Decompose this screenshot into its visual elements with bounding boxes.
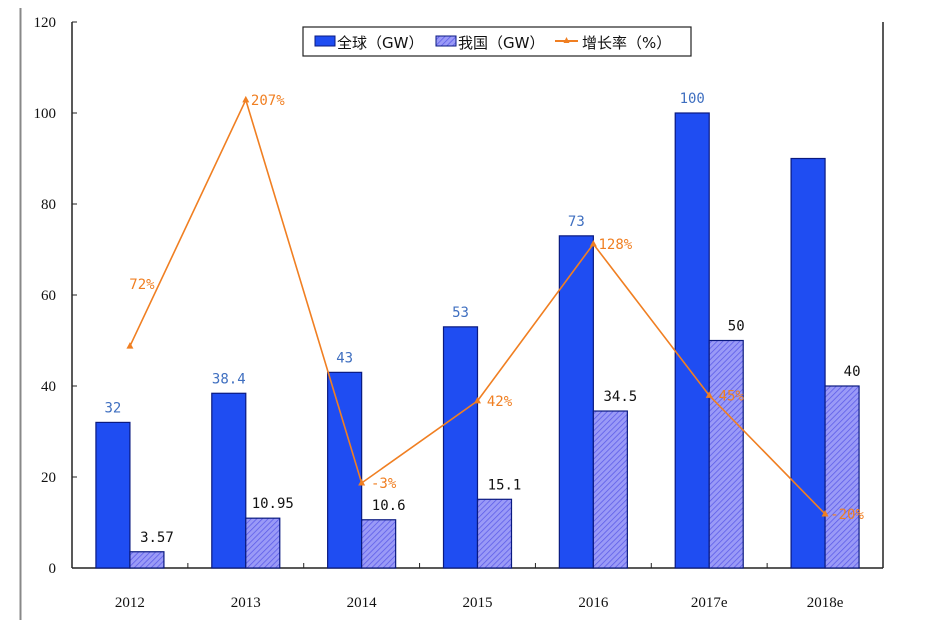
growth-marker — [358, 478, 366, 486]
data-label-global: 43 — [336, 350, 353, 366]
legend-label-growth: 增长率（%） — [582, 34, 671, 52]
data-label-global: 100 — [680, 91, 705, 107]
y-tick-label: 120 — [34, 15, 57, 31]
data-label-growth: 207% — [251, 93, 285, 109]
data-label-china: 34.5 — [603, 389, 637, 405]
legend-swatch-china — [435, 35, 457, 47]
x-tick-label: 2016 — [578, 595, 609, 611]
y-tick-label: 80 — [41, 197, 56, 213]
x-tick-label: 2013 — [231, 595, 261, 611]
data-label-china: 50 — [728, 319, 745, 335]
bar-global — [558, 235, 594, 569]
legend-box — [302, 26, 692, 57]
growth-marker — [705, 391, 713, 398]
bar-china — [361, 519, 397, 569]
data-label-china: 10.95 — [252, 496, 294, 512]
x-tick-label: 2012 — [115, 595, 145, 611]
data-label-global: 73 — [568, 214, 585, 230]
growth-marker — [126, 342, 134, 349]
legend-label-global: 全球（GW） — [337, 34, 423, 52]
data-label-growth: 45% — [719, 388, 745, 404]
bar-china — [592, 410, 628, 569]
x-tick-label: 2014 — [347, 595, 378, 611]
bar-global — [442, 326, 479, 569]
bar-china — [824, 385, 860, 569]
bar-global — [327, 371, 363, 569]
y-tick-label: 20 — [41, 470, 56, 486]
data-label-global: 38.4 — [212, 371, 246, 387]
legend-marker-growth — [563, 37, 570, 43]
growth-marker — [242, 95, 250, 103]
data-label-growth: -20% — [830, 507, 864, 523]
data-label-china: 15.1 — [488, 477, 522, 493]
y-tick-label: 0 — [49, 561, 57, 577]
x-tick-label: 2015 — [463, 595, 493, 611]
y-tick-label: 100 — [34, 106, 57, 122]
bar-global — [674, 112, 710, 569]
data-label-growth: 72% — [129, 277, 155, 293]
bar-china — [708, 339, 744, 569]
data-label-global: 32 — [104, 400, 121, 416]
data-label-china: 40 — [844, 364, 861, 380]
data-label-global: 53 — [452, 305, 469, 321]
bar-global — [211, 392, 247, 569]
data-label-china: 10.6 — [372, 498, 406, 514]
x-tick-label: 2018e — [807, 595, 844, 611]
bar-china — [129, 551, 165, 569]
y-tick-label: 60 — [41, 288, 56, 304]
growth-marker — [821, 509, 829, 517]
bar-china — [245, 517, 281, 569]
growth-marker — [474, 396, 481, 404]
data-label-growth: 128% — [598, 237, 632, 253]
data-label-growth: -3% — [371, 476, 397, 492]
data-label-growth: 42% — [487, 394, 513, 410]
x-tick-label: 2017e — [691, 595, 728, 611]
y-tick-label: 40 — [41, 379, 56, 395]
bar-china — [476, 498, 513, 569]
legend-swatch-global — [314, 35, 336, 47]
data-label-china: 3.57 — [140, 530, 174, 546]
bar-global — [790, 157, 826, 569]
legend-label-china: 我国（GW） — [458, 34, 544, 52]
bar-global — [95, 421, 131, 569]
growth-marker — [589, 240, 597, 247]
legend: 全球（GW） 我国（GW） 增长率（%） — [302, 26, 692, 57]
